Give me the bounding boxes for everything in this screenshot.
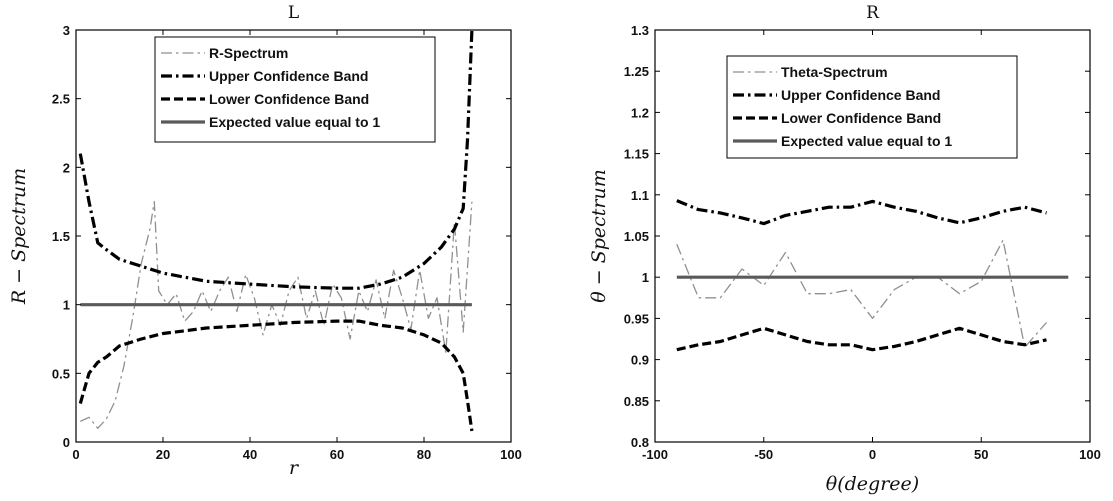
- series-line-0-1: [78, 29, 474, 290]
- legend-label-1-2: Lower Confidence Band: [781, 110, 941, 126]
- x-tick-label-0-4: 80: [417, 447, 431, 462]
- x-tick-label-0-1: 20: [156, 447, 170, 462]
- y-tick-label-1-5: 1.05: [624, 229, 649, 244]
- x-tick-label-0-3: 60: [330, 447, 344, 462]
- y-tick-label-1-10: 1.3: [631, 23, 649, 38]
- legend-label-0-0: R-Spectrum: [209, 45, 288, 61]
- legend-label-1-1: Upper Confidence Band: [781, 87, 940, 103]
- series-line-0-2: [78, 319, 474, 432]
- legend-label-0-3: Expected value equal to 1: [209, 114, 380, 130]
- y-tick-label-1-6: 1.1: [631, 188, 649, 203]
- x-tick-label-1-1: -50: [754, 447, 773, 462]
- y-tick-label-1-7: 1.15: [624, 147, 649, 162]
- x-axis-label-0: r: [289, 457, 300, 479]
- x-tick-label-1-0: -100: [642, 447, 668, 462]
- series-line-1-0: [676, 239, 1047, 348]
- y-tick-label-1-1: 0.85: [624, 394, 649, 409]
- legend-0: R-Spectrum Upper Confidence Band Lower Con…: [154, 36, 436, 143]
- x-tick-label-1-3: 50: [974, 447, 988, 462]
- series-line-1-2: [676, 326, 1047, 352]
- y-tick-label-1-2: 0.9: [631, 353, 649, 368]
- legend-label-0-1: Upper Confidence Band: [209, 68, 368, 84]
- y-axis-label-0: R − Spectrum: [8, 168, 30, 305]
- legend-1: Theta-Spectrum Upper Confidence Band Lower…: [726, 55, 1018, 159]
- y-tick-label-0-0: 0: [63, 435, 70, 450]
- x-tick-label-1-2: 0: [869, 447, 876, 462]
- y-tick-label-0-4: 2: [63, 160, 70, 175]
- y-axis-label-1: θ − Spectrum: [588, 169, 610, 302]
- y-tick-label-1-8: 1.2: [631, 105, 649, 120]
- y-tick-label-1-0: 0.8: [631, 435, 649, 450]
- chart-panel-1: -100 -50 0 50 100 0.8 0.85 0.9 0.95 1 1.05 1.1 1.15 1…: [588, 3, 1101, 495]
- legend-label-1-0: Theta-Spectrum: [781, 64, 888, 80]
- y-tick-label-0-1: 0.5: [52, 366, 70, 381]
- y-tick-label-0-5: 2.5: [52, 92, 70, 107]
- y-tick-label-1-3: 0.95: [624, 311, 649, 326]
- legend-box-0: [154, 36, 436, 143]
- chart-title-0: L: [288, 3, 299, 23]
- x-tick-label-0-5: 100: [500, 447, 522, 462]
- legend-label-0-2: Lower Confidence Band: [209, 91, 369, 107]
- x-tick-label-0-0: 0: [72, 447, 79, 462]
- y-tick-label-0-2: 1: [63, 298, 70, 313]
- x-axis-label-1: θ(degree): [826, 473, 919, 495]
- chart-panel-0: 0 20 40 60 80 100 0 0.5 1 1.5 2 2.5 3 Lr R − Spectrum R…: [8, 3, 522, 479]
- x-tick-label-1-4: 100: [1079, 447, 1101, 462]
- series-line-0-0: [80, 201, 473, 429]
- legend-label-1-3: Expected value equal to 1: [781, 133, 952, 149]
- y-tick-label-1-4: 1: [642, 270, 649, 285]
- y-tick-label-0-6: 3: [63, 23, 70, 38]
- y-tick-label-0-3: 1.5: [52, 229, 70, 244]
- series-line-1-1: [676, 199, 1047, 226]
- x-tick-label-0-2: 40: [243, 447, 257, 462]
- y-tick-label-1-9: 1.25: [624, 64, 649, 79]
- chart-title-1: R: [866, 3, 880, 23]
